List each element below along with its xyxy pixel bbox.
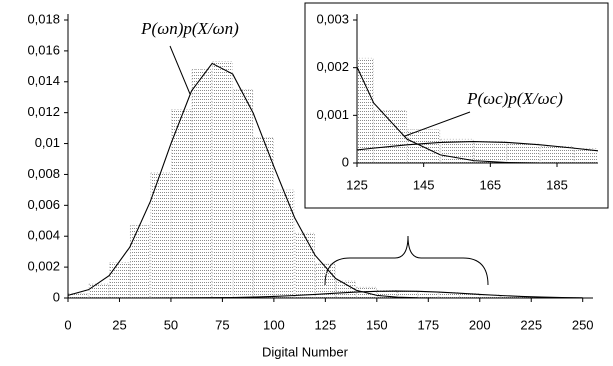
y-tick-label: 0,003 (316, 11, 349, 26)
y-tick-label: 0,008 (27, 166, 60, 181)
inset-annotation: P(ωc)p(X/ωc) (466, 89, 563, 108)
x-tick-label: 185 (546, 177, 568, 192)
x-tick-label: 50 (164, 317, 178, 332)
histogram-bar (171, 109, 192, 299)
annotation: P(ωn)p(X/ωn) (140, 19, 239, 38)
y-tick-label: 0,01 (35, 135, 60, 150)
x-tick-label: 125 (315, 317, 337, 332)
x-tick-label: 250 (572, 317, 594, 332)
histogram-bar (68, 293, 89, 299)
y-tick-label: 0 (342, 154, 349, 169)
x-tick-label: 200 (469, 317, 491, 332)
x-tick-label: 0 (64, 317, 71, 332)
histogram-bar (418, 291, 439, 299)
histogram-bar (253, 137, 274, 299)
annotation-leader (169, 45, 191, 95)
histogram-bar (232, 89, 254, 299)
histogram-bar (540, 146, 574, 164)
x-tick-label: 75 (215, 317, 229, 332)
y-tick-label: 0,016 (27, 42, 60, 57)
x-tick-label: 25 (112, 317, 126, 332)
x-tick-label: 125 (346, 177, 368, 192)
y-tick-label: 0,001 (316, 107, 349, 122)
x-tick-label: 165 (479, 177, 501, 192)
histogram-bar (109, 262, 130, 299)
x-tick-label: 175 (417, 317, 439, 332)
histogram-bar (335, 280, 357, 299)
histogram-bar (507, 143, 541, 164)
x-tick-label: 225 (520, 317, 542, 332)
x-tick-label: 150 (366, 317, 388, 332)
x-tick-label: 100 (263, 317, 285, 332)
y-tick-label: 0,014 (27, 73, 60, 88)
plot-data (67, 61, 583, 299)
plot-data (0, 0, 598, 164)
histogram-bar (473, 141, 507, 164)
y-tick-label: 0,002 (316, 59, 349, 74)
histogram-bar (74, 0, 106, 163)
histogram-bar (274, 0, 306, 163)
histogram-bar (191, 69, 212, 299)
y-tick-label: 0,004 (27, 228, 60, 243)
bracket (324, 235, 489, 286)
y-tick-label: 0 (53, 289, 60, 304)
histogram-bar (108, 0, 140, 163)
y-tick-label: 0,002 (27, 259, 60, 274)
x-tick-label: 145 (413, 177, 435, 192)
y-tick-label: 0,006 (27, 197, 60, 212)
histogram-bar (129, 225, 151, 299)
histogram-bar (407, 129, 441, 164)
y-tick-label: 0,018 (27, 11, 60, 26)
inset-frame (304, 2, 609, 209)
histogram-bar (88, 283, 109, 299)
histogram-bar (573, 148, 598, 164)
histogram-bar (0, 120, 6, 163)
y-tick-label: 0,012 (27, 104, 60, 119)
histogram-bar (294, 232, 315, 299)
inset-annotation-leader (404, 111, 471, 137)
histogram-bar (274, 189, 295, 299)
inset: 0 0,001 0,002 0,003 125 145 165 185 (0, 0, 598, 192)
x-axis-label: Digital Number (262, 344, 349, 359)
histogram-bar (212, 61, 233, 299)
histogram-bar (373, 110, 407, 164)
histogram-bar (377, 289, 398, 299)
